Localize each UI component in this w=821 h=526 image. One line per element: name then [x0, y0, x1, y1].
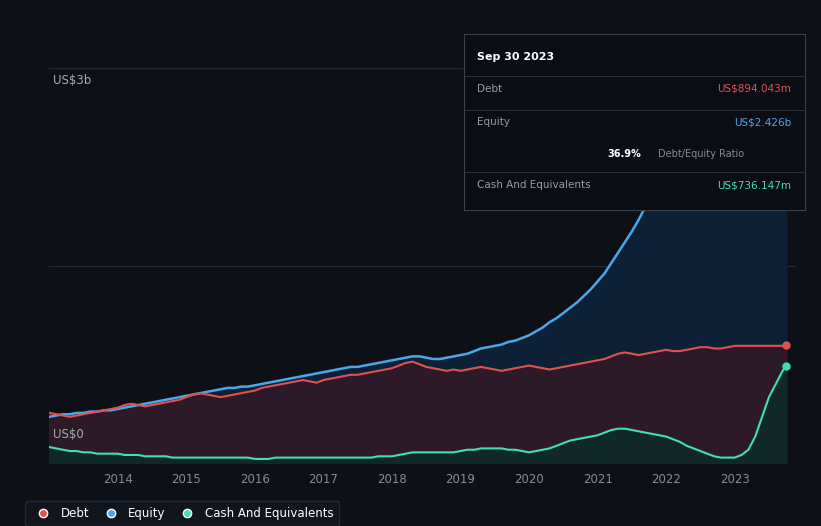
- Text: US$736.147m: US$736.147m: [717, 180, 791, 190]
- Text: Equity: Equity: [478, 117, 511, 127]
- Text: Debt: Debt: [478, 84, 502, 94]
- Text: US$894.043m: US$894.043m: [717, 84, 791, 94]
- Text: US$0: US$0: [53, 428, 84, 441]
- Text: Sep 30 2023: Sep 30 2023: [478, 52, 555, 62]
- Text: US$3b: US$3b: [53, 74, 91, 87]
- Text: Debt/Equity Ratio: Debt/Equity Ratio: [658, 149, 744, 159]
- Text: 36.9%: 36.9%: [607, 149, 640, 159]
- Text: US$2.426b: US$2.426b: [734, 117, 791, 127]
- Legend: Debt, Equity, Cash And Equivalents: Debt, Equity, Cash And Equivalents: [25, 501, 339, 526]
- Text: Cash And Equivalents: Cash And Equivalents: [478, 180, 591, 190]
